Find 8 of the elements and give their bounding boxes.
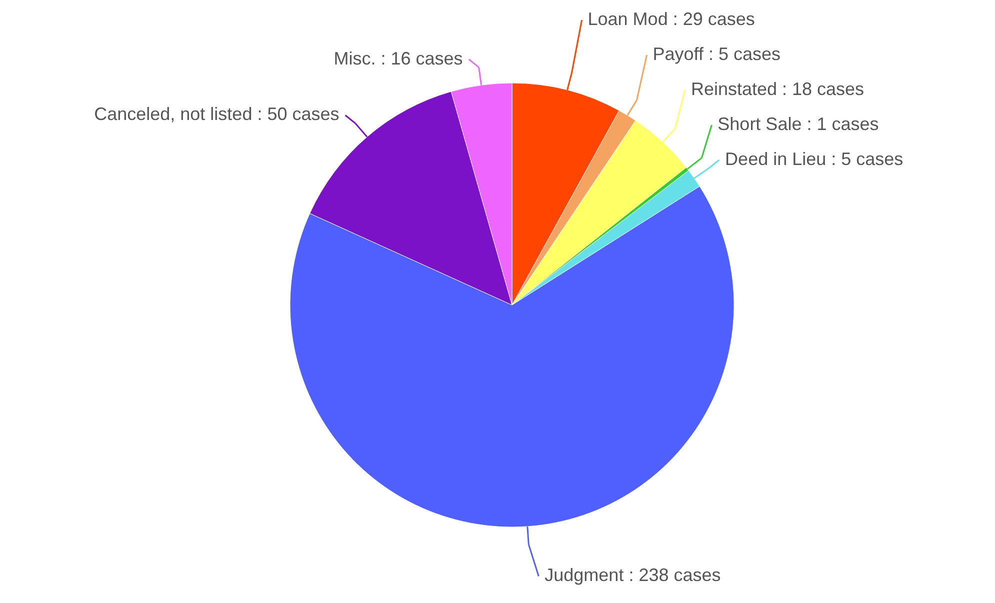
slice-label: Loan Mod : 29 cases [588,9,755,30]
slice-label: Misc. : 16 cases [334,48,463,68]
slice-label: Payoff : 5 cases [652,44,781,64]
slice-label: Judgment : 238 cases [544,565,721,586]
slice-label: Canceled, not listed : 50 cases [94,104,340,124]
slice-label: Short Sale : 1 cases [718,114,879,134]
slice-label: Reinstated : 18 cases [690,79,864,100]
slice-label: Deed in Lieu : 5 cases [725,149,904,170]
